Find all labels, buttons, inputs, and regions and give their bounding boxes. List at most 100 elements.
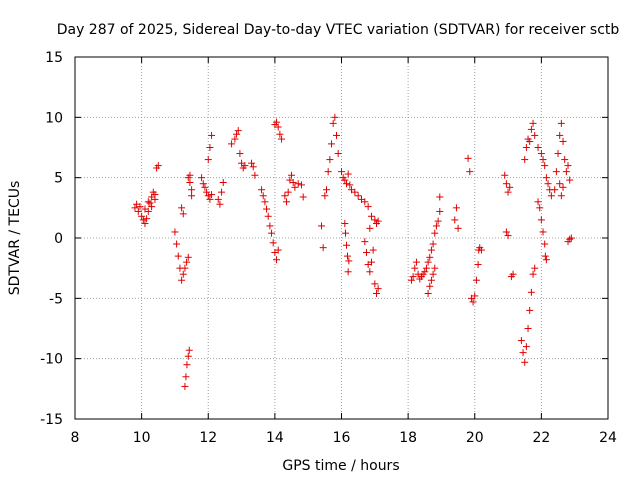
data-point (371, 280, 379, 288)
data-point (173, 240, 181, 248)
data-point (341, 220, 349, 228)
data-point (477, 246, 485, 254)
data-point (298, 181, 306, 189)
data-point (184, 253, 192, 261)
data-point (521, 156, 529, 164)
data-point (266, 222, 274, 230)
data-point (323, 186, 331, 194)
data-point (542, 256, 550, 264)
data-point (233, 130, 241, 138)
data-point (556, 131, 564, 139)
data-point (294, 180, 302, 188)
data-point (469, 298, 477, 306)
x-tick-label: 14 (266, 430, 284, 446)
data-point (432, 222, 440, 230)
data-point (534, 144, 542, 151)
data-point (269, 239, 277, 247)
data-point (374, 217, 382, 225)
data-point (427, 246, 435, 254)
data-point (559, 183, 567, 191)
data-point (219, 178, 227, 186)
y-tick-label: 0 (54, 231, 63, 247)
data-point (188, 186, 196, 194)
data-point (412, 258, 420, 266)
data-point (427, 276, 435, 284)
data-point (542, 174, 550, 182)
data-point (186, 178, 194, 186)
data-point (206, 195, 214, 203)
data-point (504, 232, 512, 240)
data-point (141, 205, 149, 213)
data-point (472, 276, 480, 284)
data-point (342, 241, 350, 249)
data-point (328, 140, 336, 148)
data-point (526, 137, 534, 145)
data-point (264, 212, 272, 220)
data-point (263, 205, 271, 213)
data-point (552, 168, 560, 176)
data-point (566, 176, 574, 184)
data-point (536, 204, 544, 212)
data-point (134, 207, 142, 215)
data-point (343, 252, 351, 260)
data-point (369, 246, 377, 254)
data-point (351, 188, 359, 196)
data-point (341, 229, 349, 237)
x-tick-label: 12 (199, 430, 217, 446)
data-point (426, 282, 434, 290)
data-point (502, 228, 510, 236)
data-point (276, 130, 284, 138)
data-point (179, 270, 187, 278)
x-tick-label: 24 (599, 430, 617, 446)
data-point (143, 215, 151, 223)
x-tick-label: 18 (399, 430, 417, 446)
data-point (342, 180, 350, 188)
data-point (526, 306, 534, 314)
data-point (561, 156, 569, 164)
data-point (321, 192, 329, 200)
data-point (274, 123, 282, 131)
data-point (338, 168, 345, 176)
data-point (289, 178, 297, 186)
data-point (251, 171, 259, 179)
data-point (436, 207, 444, 215)
data-point (204, 192, 212, 200)
data-point (199, 180, 207, 188)
data-point (216, 200, 224, 208)
data-point (371, 216, 379, 224)
plot-frame (74, 56, 609, 420)
data-point (326, 156, 334, 164)
data-point (201, 183, 209, 191)
data-point (541, 252, 549, 260)
data-point (509, 270, 517, 278)
data-point (551, 186, 559, 194)
data-point (504, 188, 512, 196)
data-point (281, 192, 289, 200)
data-point (184, 352, 192, 360)
data-point (186, 171, 194, 179)
data-point (183, 361, 191, 369)
data-point (261, 198, 269, 206)
x-tick-label: 8 (71, 430, 80, 446)
x-tick-label: 22 (532, 430, 550, 446)
data-point (334, 150, 342, 158)
data-point (273, 256, 281, 264)
data-points (131, 113, 575, 390)
data-point (534, 198, 542, 206)
data-point (567, 234, 575, 242)
data-point (171, 228, 179, 236)
data-point (344, 268, 352, 276)
data-point (345, 257, 353, 265)
data-point (206, 144, 214, 151)
data-point (537, 216, 545, 224)
data-point (422, 264, 430, 272)
data-point (367, 258, 375, 266)
data-point (333, 131, 341, 139)
data-point (362, 248, 370, 256)
chart-title: Day 287 of 2025, Sidereal Day-to-day VTE… (57, 22, 620, 38)
y-tick-label: -10 (40, 352, 63, 368)
data-point (374, 285, 382, 293)
data-point (139, 216, 147, 224)
data-point (204, 156, 212, 164)
